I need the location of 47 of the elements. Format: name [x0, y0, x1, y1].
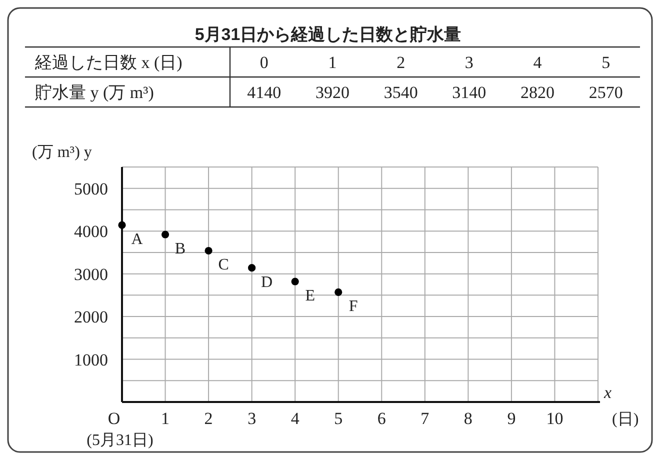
point — [248, 264, 256, 272]
x-tick-label: 9 — [507, 409, 516, 428]
annotation: D — [261, 274, 273, 291]
y-tick-label: 1000 — [74, 350, 108, 370]
x-tick-label: 5 — [334, 409, 343, 428]
text: 0 — [260, 53, 268, 72]
text: 3 — [464, 53, 474, 72]
text: 3920 — [316, 83, 350, 102]
text: 3140 — [452, 83, 486, 102]
x-tick-label: 2 — [204, 409, 213, 428]
x-tick-label: 1 — [161, 409, 170, 428]
y-tick-label: 3000 — [74, 264, 108, 284]
chart-title: 5月31日から経過した日数と貯水量 — [194, 25, 462, 44]
x-tick-label: 4 — [290, 409, 300, 428]
text: 3540 — [384, 83, 418, 102]
y-axis-title: (万 m³) y — [32, 144, 92, 161]
text: (日) — [612, 411, 639, 428]
annotation: F — [348, 298, 358, 316]
text: 2570 — [588, 83, 623, 102]
annotation: A — [131, 231, 144, 248]
x-tick-label: 8 — [464, 409, 472, 428]
x-tick-label: 7 — [420, 409, 430, 428]
text: 4 — [533, 53, 542, 72]
x-axis-title: x — [603, 383, 612, 402]
text: 4140 — [247, 83, 282, 102]
point — [291, 278, 299, 286]
y-tick-label: 2000 — [74, 308, 108, 327]
point — [334, 288, 342, 296]
x-tick-label: O — [108, 409, 120, 428]
annotation: C — [218, 256, 229, 274]
text: 2 — [396, 53, 406, 72]
y-tick-label: 5000 — [74, 179, 108, 198]
point — [204, 246, 212, 255]
point — [118, 221, 126, 229]
text: (5月31日) — [86, 432, 154, 449]
x-tick-label: 6 — [377, 409, 386, 428]
y-tick-label: 4000 — [74, 222, 108, 242]
text: 貯水量 y (万 m³) — [35, 83, 154, 102]
x-tick-label: 3 — [248, 409, 256, 428]
text: 経過した日数 x (日) — [34, 53, 182, 72]
annotation: B — [174, 240, 186, 258]
x-tick-label: 10 — [546, 409, 564, 428]
text: 1 — [328, 53, 337, 72]
point — [161, 230, 170, 238]
annotation: E — [305, 288, 315, 305]
text: 2820 — [520, 83, 554, 102]
text: 5 — [602, 53, 610, 72]
